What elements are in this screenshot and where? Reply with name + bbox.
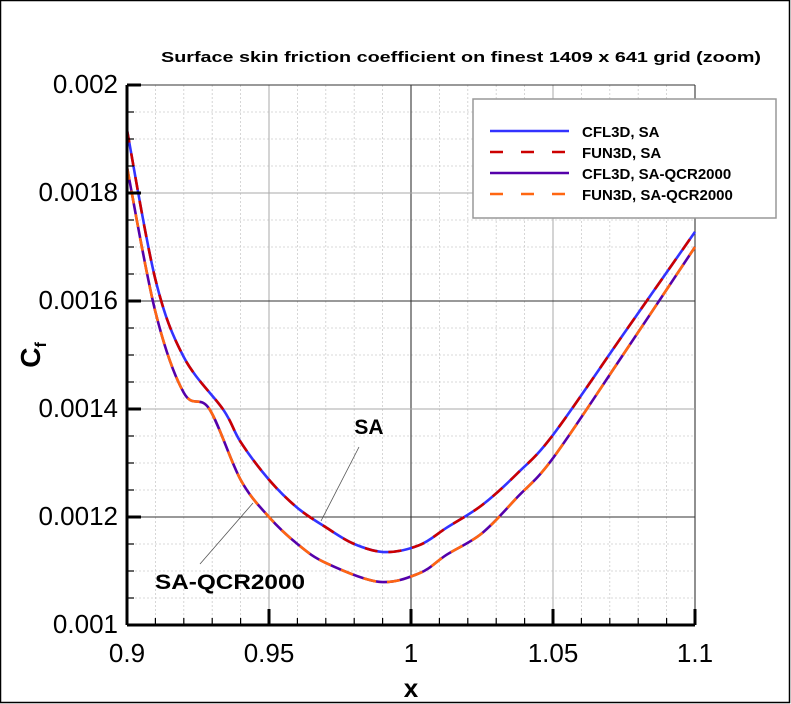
- axes: [125, 83, 697, 627]
- series-line-4: [125, 166, 697, 584]
- x-tick-label: 1.1: [677, 638, 713, 668]
- y-tick-label: 0.001: [53, 609, 118, 639]
- legend-box: [472, 98, 777, 219]
- x-tick-label: 1: [404, 638, 418, 668]
- x-tick-label: 0.9: [109, 638, 145, 668]
- series-group: [125, 129, 697, 584]
- x-axis-label: x: [404, 673, 419, 703]
- y-axis-label-main: C: [15, 348, 46, 368]
- tick-labels: 0.9 0.95 1 1.05 1.1 0.001 0.0012 0.0014 0.0016 0.…: [38, 69, 713, 668]
- y-tick-label: 0.0014: [38, 393, 118, 423]
- y-tick-label: 0.0016: [38, 285, 118, 315]
- annotation-leader-qcr: [199, 502, 254, 565]
- annotation-sa: SA: [354, 416, 383, 439]
- svg-text:Cf: Cf: [15, 342, 50, 368]
- series-line-2: [125, 129, 697, 554]
- annotation-leader-sa: [320, 446, 360, 522]
- legend: CFL3D, SA FUN3D, SA CFL3D, SA-QCR2000 FUN3D…: [472, 98, 777, 219]
- annotation-sa-qcr2000: SA-QCR2000: [155, 571, 305, 594]
- y-axis-label: Cf: [15, 342, 50, 368]
- x-tick-label: 0.95: [244, 638, 295, 668]
- y-tick-label: 0.0018: [38, 177, 118, 207]
- x-tick-label: 1.05: [528, 638, 579, 668]
- legend-label: CFL3D, SA: [582, 124, 660, 141]
- annotations: SA SA-QCR2000: [155, 416, 384, 594]
- y-axis-label-subscript: f: [33, 342, 50, 348]
- y-tick-label: 0.0012: [38, 501, 118, 531]
- legend-label: CFL3D, SA-QCR2000: [582, 166, 731, 183]
- legend-label: FUN3D, SA-QCR2000: [582, 187, 733, 204]
- chart-title: Surface skin friction coefficient on fin…: [161, 49, 761, 66]
- legend-label: FUN3D, SA: [582, 145, 661, 162]
- y-tick-label: 0.002: [53, 69, 118, 99]
